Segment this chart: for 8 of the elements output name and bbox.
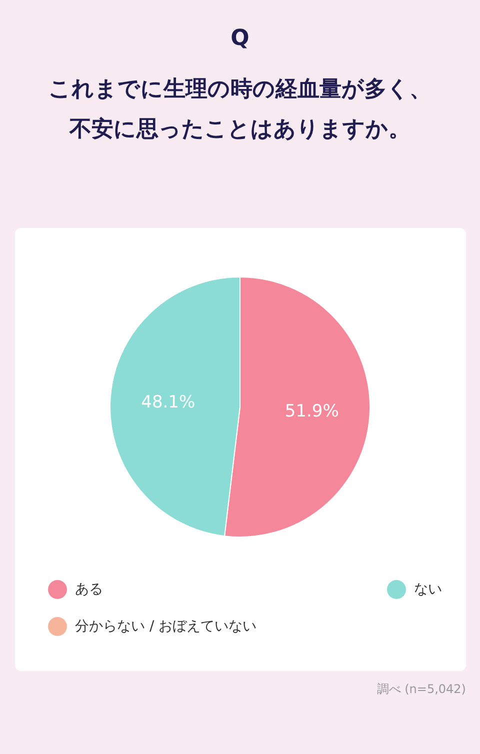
text: 調べ (n=5,042) — [376, 681, 466, 698]
legend-label: ある — [75, 582, 103, 598]
data-label: 48.1% — [141, 392, 196, 413]
chart-subtitle: これまでに生理の時の経血量が多く、不安に思ったことはありますか。 — [48, 76, 432, 144]
chart-title: Q — [230, 26, 250, 51]
legend-label: 分からない / おぼえていない — [75, 618, 257, 634]
data-label: 51.9% — [284, 401, 339, 422]
legend-label: ない — [414, 582, 442, 598]
